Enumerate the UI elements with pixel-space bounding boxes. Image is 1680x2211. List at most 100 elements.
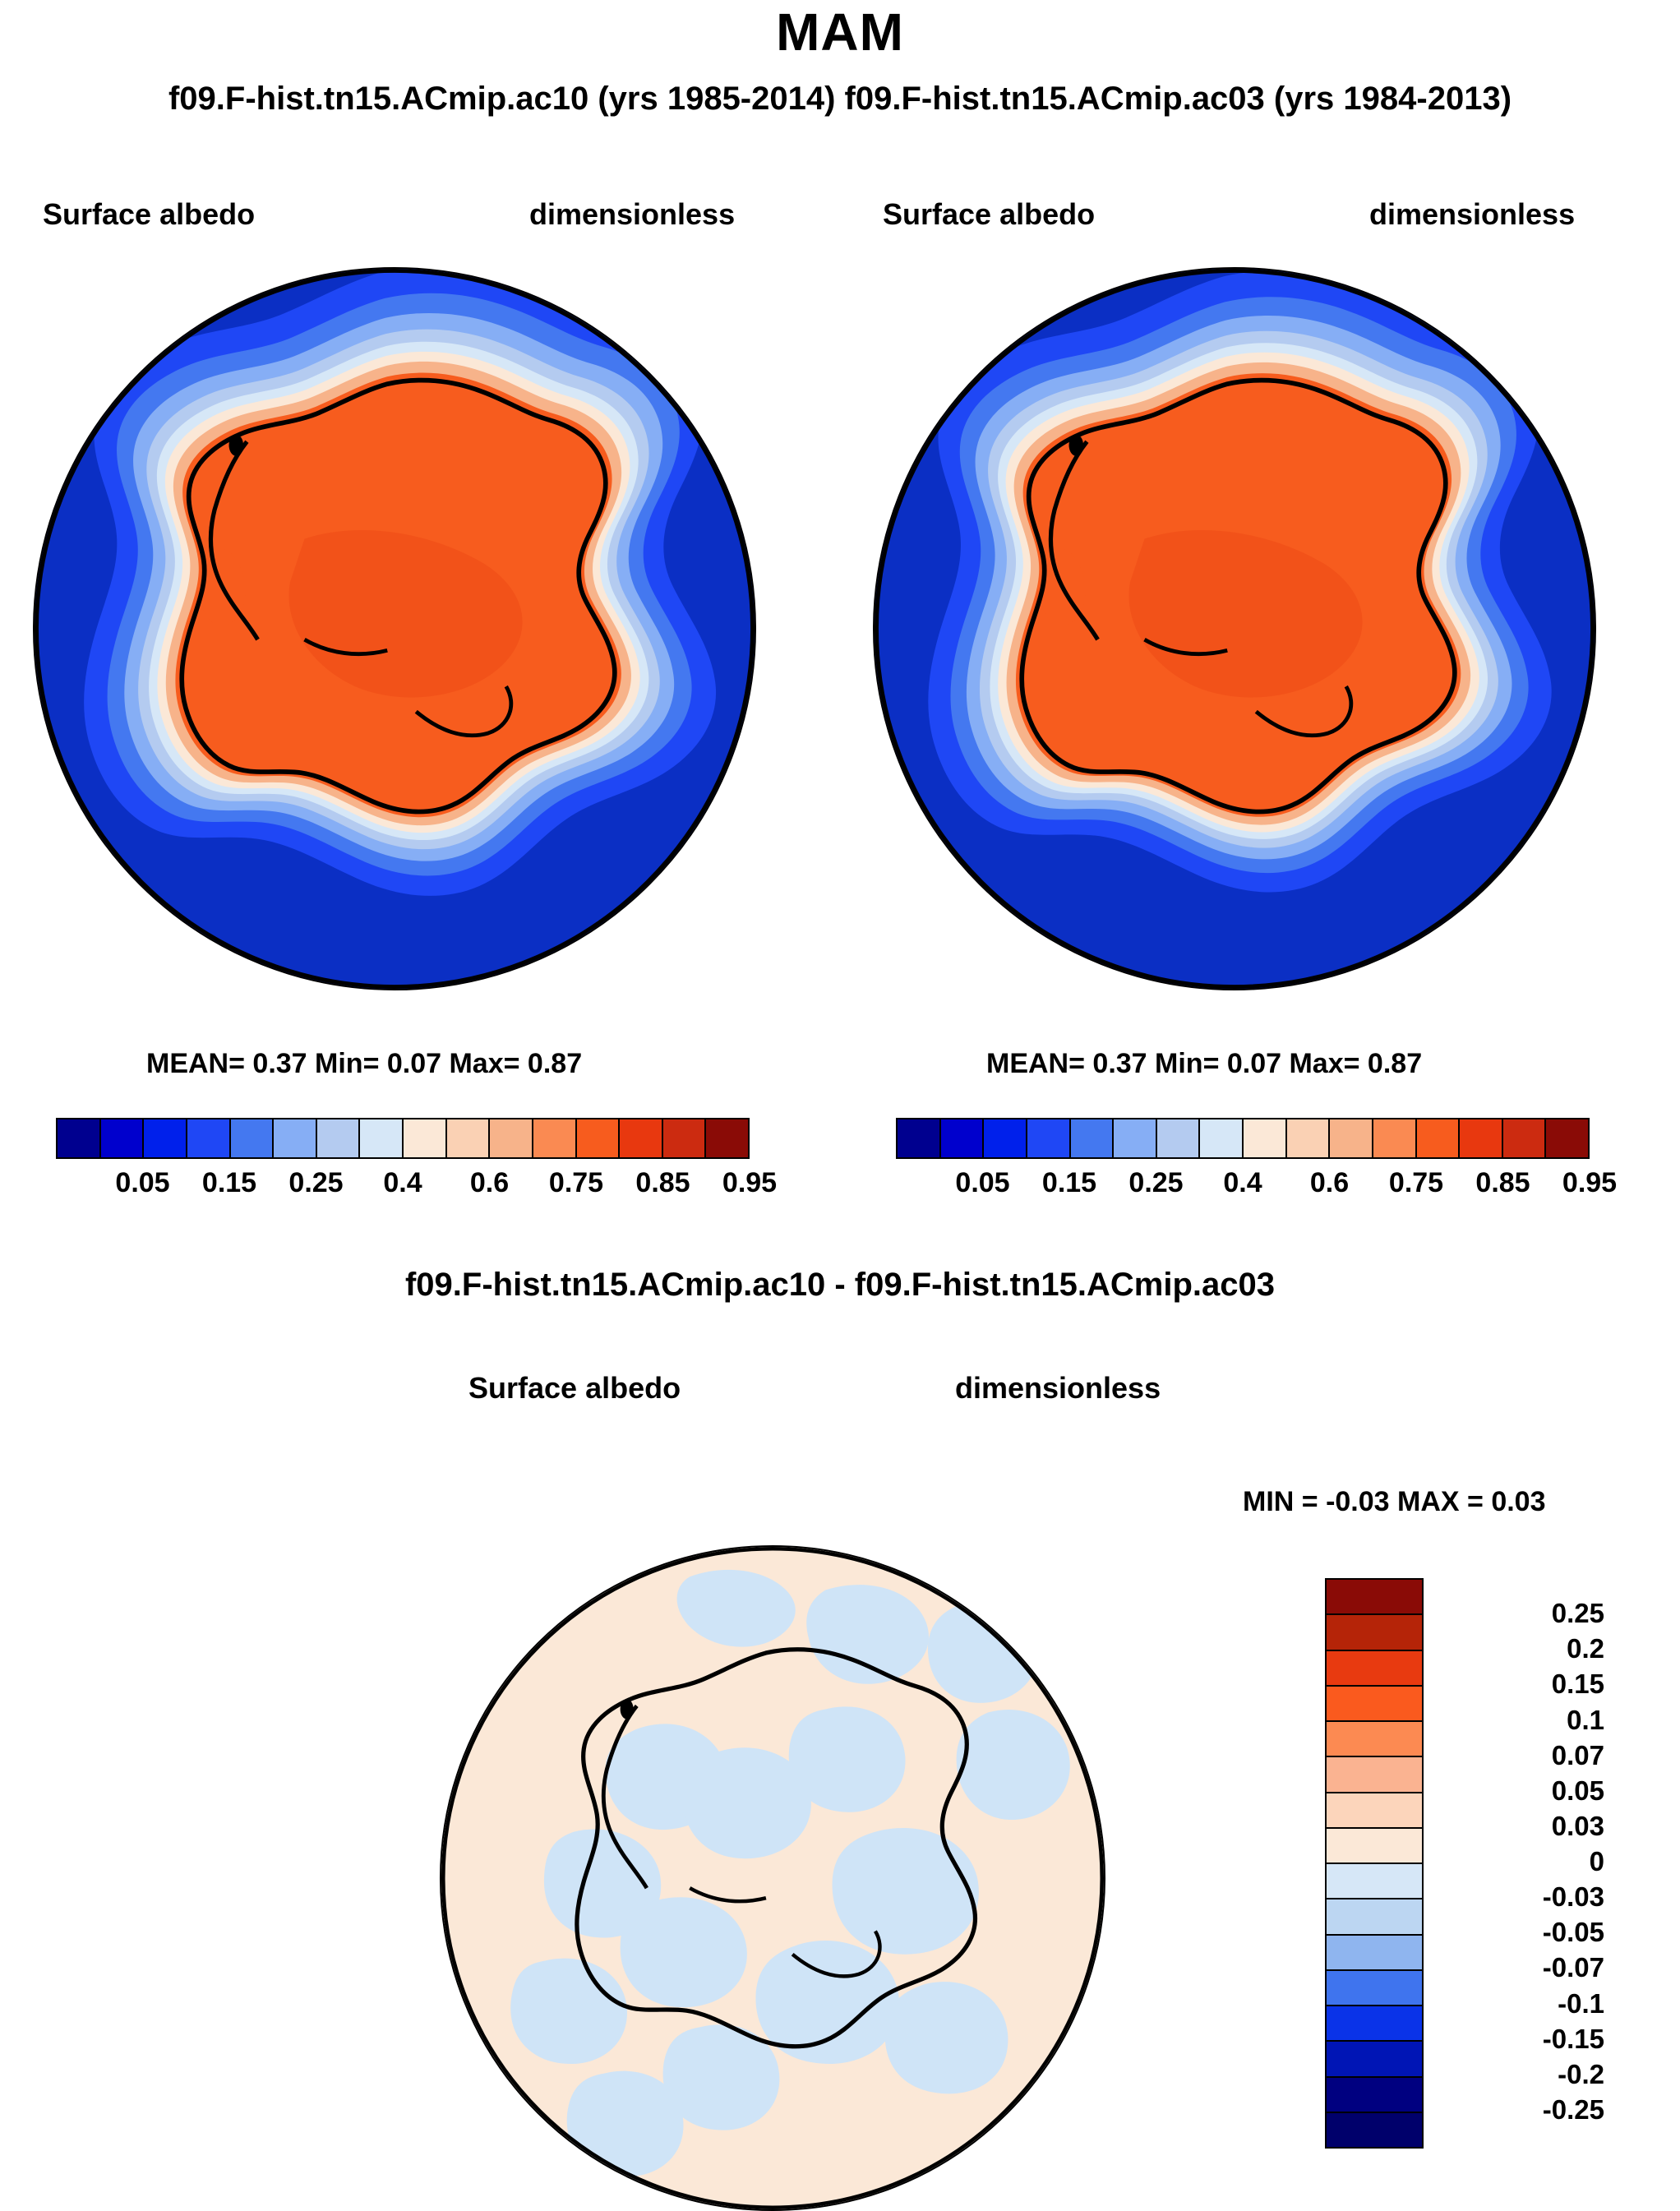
colorbar-tick-label: -0.1 — [1558, 1987, 1604, 2019]
colorbar-cell — [490, 1119, 533, 1157]
colorbar-tick-label: 0.15 — [201, 1167, 257, 1198]
colorbar-cell — [1327, 1580, 1422, 1616]
colorbar-cell — [446, 1119, 491, 1157]
colorbar-tick-label: 0.15 — [1041, 1167, 1097, 1198]
colorbar-tick-label: 0.95 — [722, 1167, 778, 1198]
colorbar-cell — [1327, 2006, 1422, 2043]
colorbar-cell — [1286, 1119, 1331, 1157]
colorbar-cell — [1330, 1119, 1373, 1157]
diff-title: f09.F-hist.tn15.ACmip.ac10 - f09.F-hist.… — [404, 1267, 1276, 1303]
diff-minmax: MIN = -0.03 MAX = 0.03 — [1243, 1486, 1546, 1517]
colorbar-cell — [1546, 1119, 1588, 1157]
colorbar-difference-labels: 0.25 0.2 0.15 0.1 0.07 0.05 0.03 0 -0.03 -0.05 -0.… — [1432, 1578, 1604, 2149]
right-units-label: dimensionless — [1369, 197, 1576, 231]
colorbar-left-labels: 0.05 0.15 0.25 0.4 0.6 0.75 0.85 0.95 — [56, 1167, 777, 1208]
colorbar-tick-label: 0.15 — [1551, 1669, 1604, 1700]
colorbar-cell — [1327, 1650, 1422, 1687]
colorbar-cell — [706, 1119, 748, 1157]
colorbar-cell — [1327, 2042, 1422, 2078]
colorbar-cell — [1327, 1935, 1422, 1971]
colorbar-cell — [144, 1119, 187, 1157]
colorbar-tick-label: 0.25 — [1551, 1598, 1604, 1629]
colorbar-cell — [1114, 1119, 1157, 1157]
colorbar-tick-label: 0.75 — [1388, 1167, 1444, 1198]
colorbar-cell — [1327, 1686, 1422, 1722]
colorbar-cell — [58, 1119, 101, 1157]
colorbar-cell — [620, 1119, 663, 1157]
colorbar-left[interactable] — [56, 1118, 750, 1159]
colorbar-cell — [274, 1119, 317, 1157]
colorbar-tick-label: 0.75 — [548, 1167, 604, 1198]
polar-map-right[interactable] — [873, 267, 1596, 990]
colorbar-tick-label: 0.1 — [1567, 1704, 1604, 1735]
polar-map-left[interactable] — [33, 267, 756, 990]
globe-difference — [440, 1545, 1105, 2211]
colorbar-cell — [576, 1119, 621, 1157]
colorbar-cell — [1200, 1119, 1244, 1157]
colorbar-tick-label: 0.2 — [1567, 1633, 1604, 1664]
colorbar-cell — [1156, 1119, 1201, 1157]
colorbar-cell — [1327, 2077, 1422, 2113]
colorbar-tick-label: 0.4 — [1223, 1167, 1262, 1198]
colorbar-cell — [1502, 1119, 1547, 1157]
colorbar-cell — [316, 1119, 361, 1157]
left-variable-label: Surface albedo — [43, 197, 256, 231]
colorbar-right-labels: 0.05 0.15 0.25 0.4 0.6 0.75 0.85 0.95 — [896, 1167, 1617, 1208]
colorbar-cell — [1070, 1119, 1115, 1157]
colorbar-tick-label: 0.85 — [1475, 1167, 1530, 1198]
right-stats: MEAN= 0.37 Min= 0.07 Max= 0.87 — [986, 1048, 1423, 1079]
globe-right — [873, 267, 1596, 990]
colorbar-cell — [1327, 1722, 1422, 1758]
colorbar-tick-label: -0.07 — [1542, 1952, 1604, 1983]
colorbar-cell — [1327, 1793, 1422, 1829]
colorbar-cell — [1460, 1119, 1503, 1157]
colorbar-tick-label: 0.6 — [1309, 1167, 1350, 1198]
colorbar-cell — [187, 1119, 231, 1157]
colorbar-cell — [533, 1119, 577, 1157]
colorbar-tick-label: 0.95 — [1562, 1167, 1618, 1198]
colorbar-tick-label: 0.25 — [1128, 1167, 1184, 1198]
left-stats: MEAN= 0.37 Min= 0.07 Max= 0.87 — [146, 1048, 583, 1079]
colorbar-tick-label: 0.6 — [469, 1167, 510, 1198]
colorbar-cell — [360, 1119, 404, 1157]
colorbar-cell — [940, 1119, 985, 1157]
colorbar-difference[interactable] — [1325, 1578, 1424, 2149]
colorbar-cell — [1327, 1615, 1422, 1651]
colorbar-tick-label: 0.03 — [1551, 1810, 1604, 1841]
colorbar-cell — [1327, 1899, 1422, 1936]
colorbar-cell — [230, 1119, 275, 1157]
case-subtitle: f09.F-hist.tn15.ACmip.ac10 (yrs 1985-201… — [168, 81, 1512, 117]
polar-map-difference[interactable] — [440, 1545, 1105, 2211]
colorbar-cell — [1027, 1119, 1071, 1157]
colorbar-tick-label: -0.25 — [1542, 2093, 1604, 2125]
colorbar-tick-label: 0 — [1589, 1846, 1604, 1876]
colorbar-cell — [1327, 1828, 1422, 1864]
colorbar-cell — [1327, 1864, 1422, 1900]
colorbar-cell — [1327, 1757, 1422, 1793]
colorbar-tick-label: -0.2 — [1558, 2058, 1604, 2089]
colorbar-tick-label: 0.05 — [1551, 1775, 1604, 1806]
colorbar-tick-label: 0.05 — [115, 1167, 170, 1198]
colorbar-tick-label: 0.4 — [383, 1167, 422, 1198]
left-units-label: dimensionless — [529, 197, 736, 231]
colorbar-cell — [1327, 2112, 1422, 2147]
colorbar-cell — [898, 1119, 941, 1157]
colorbar-right[interactable] — [896, 1118, 1590, 1159]
colorbar-cell — [984, 1119, 1027, 1157]
colorbar-tick-label: 0.07 — [1551, 1739, 1604, 1770]
colorbar-tick-label: -0.03 — [1542, 1881, 1604, 1913]
colorbar-cell — [100, 1119, 145, 1157]
diff-variable-label: Surface albedo — [468, 1371, 681, 1405]
page-title: MAM — [776, 2, 904, 62]
colorbar-cell — [1327, 1970, 1422, 2006]
colorbar-tick-label: -0.05 — [1542, 1917, 1604, 1948]
colorbar-cell — [404, 1119, 447, 1157]
diff-units-label: dimensionless — [955, 1371, 1161, 1405]
colorbar-cell — [662, 1119, 707, 1157]
colorbar-cell — [1416, 1119, 1461, 1157]
colorbar-tick-label: 0.85 — [635, 1167, 690, 1198]
colorbar-cell — [1244, 1119, 1287, 1157]
colorbar-cell — [1373, 1119, 1417, 1157]
colorbar-tick-label: -0.15 — [1542, 2023, 1604, 2054]
colorbar-tick-label: 0.25 — [288, 1167, 344, 1198]
